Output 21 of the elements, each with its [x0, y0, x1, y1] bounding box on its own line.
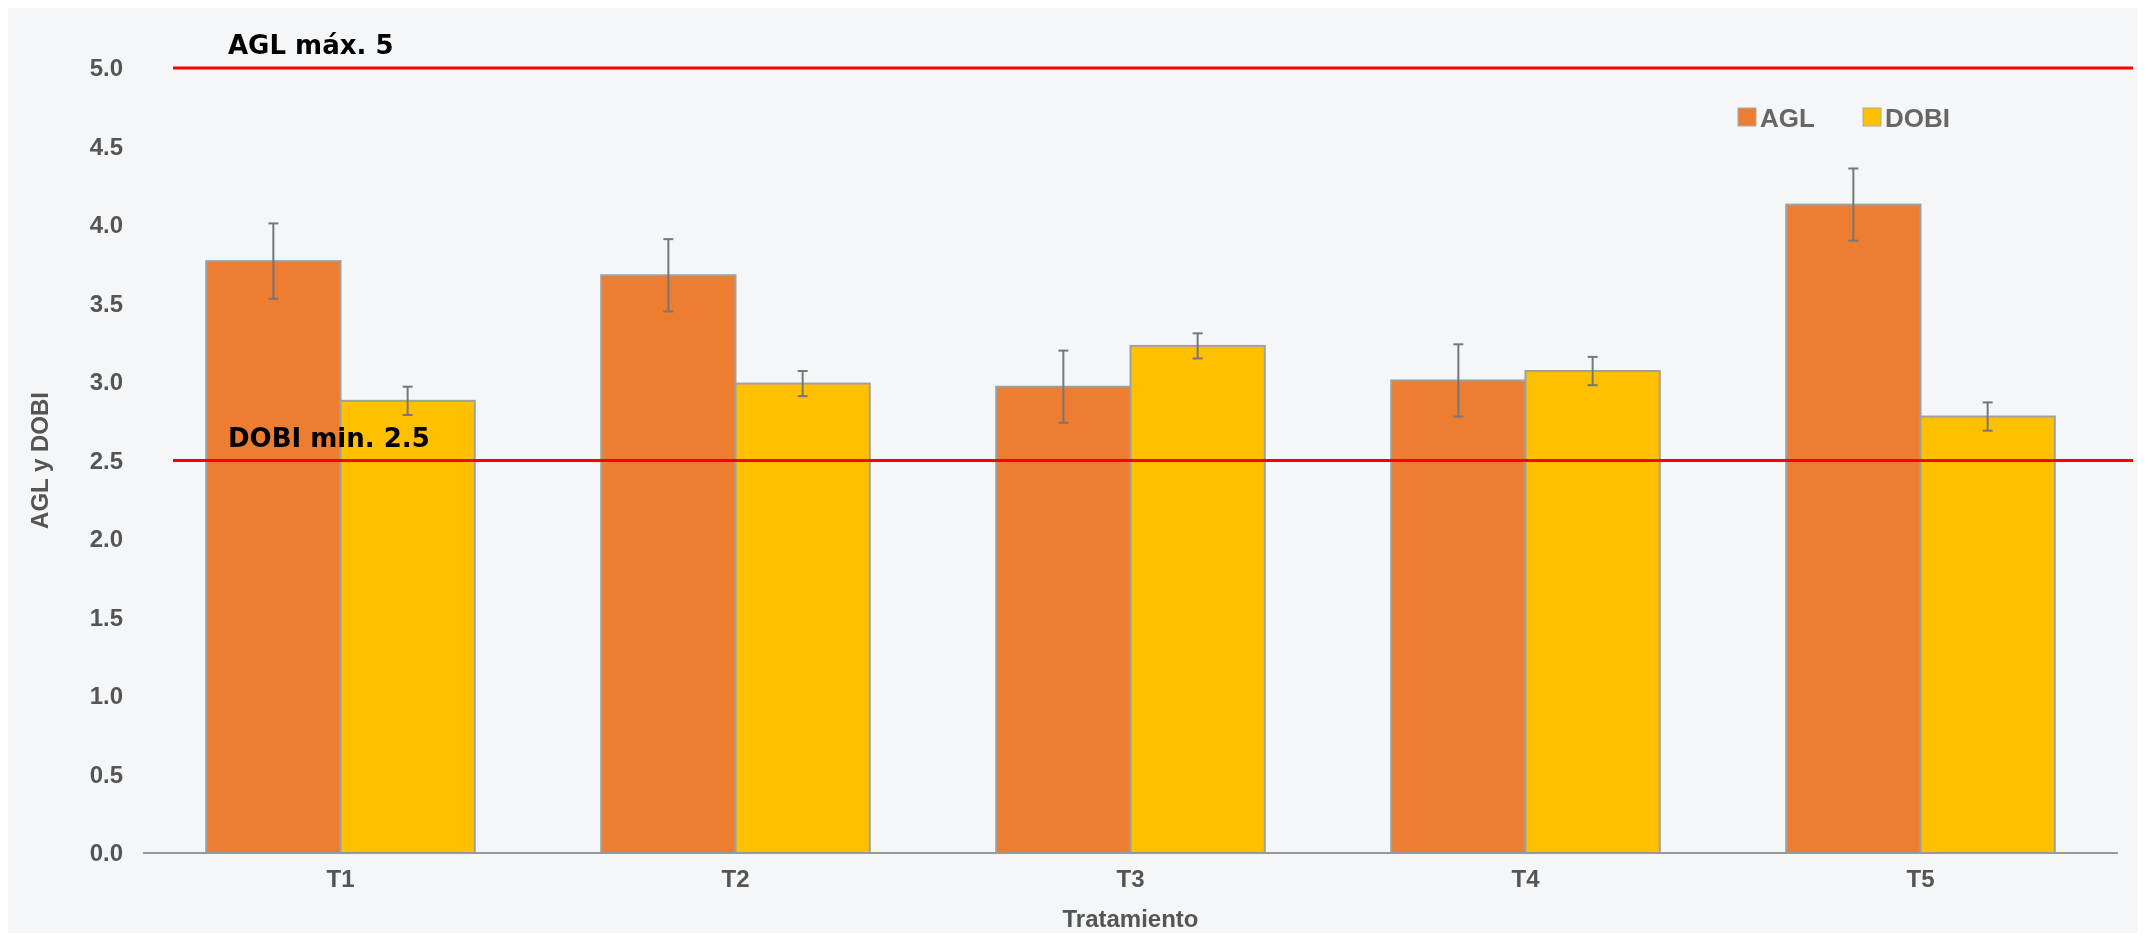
- y-tick-label: 1.5: [89, 603, 123, 631]
- x-axis-title: Tratamiento: [1062, 905, 1199, 932]
- ref-line-label: AGL máx. 5: [228, 30, 394, 60]
- y-tick-label: 5.0: [89, 54, 123, 82]
- y-tick-label: 3.0: [89, 368, 123, 396]
- y-tick-label: 0.5: [89, 760, 123, 788]
- x-tick-label: T2: [721, 865, 750, 892]
- y-tick-label: 2.5: [89, 446, 123, 474]
- y-tick-label: 2.0: [89, 525, 123, 553]
- legend-label: AGL: [1760, 103, 1815, 134]
- legend-label: DOBI: [1885, 103, 1950, 134]
- y-tick-label: 4.5: [89, 132, 123, 160]
- y-tick-label: 4.0: [89, 211, 123, 239]
- x-tick-label: T5: [1906, 865, 1935, 892]
- x-tick-label: T3: [1116, 865, 1145, 892]
- y-tick-label: 0.0: [89, 839, 123, 867]
- y-tick-label: 3.5: [89, 289, 123, 317]
- x-tick-label: T4: [1511, 865, 1541, 892]
- y-axis-title: AGL y DOBI: [26, 392, 53, 529]
- x-tick-label: T1: [326, 865, 355, 892]
- y-tick-label: 1.0: [89, 682, 123, 710]
